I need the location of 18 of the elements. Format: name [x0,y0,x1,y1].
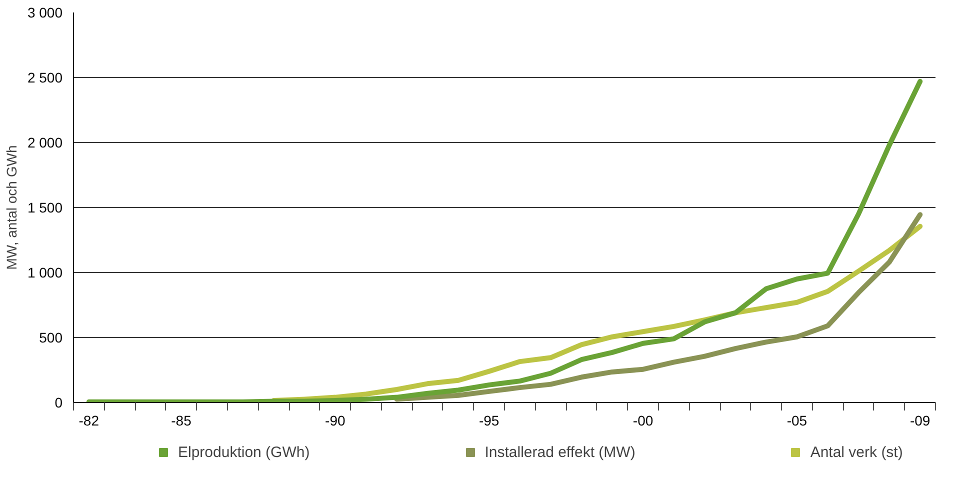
x-tick-label: -82 [78,412,100,428]
y-tick-label: 1 000 [27,264,63,280]
y-tick-label: 1 500 [27,200,63,216]
y-tick-label: 2 500 [27,70,63,86]
x-tick-label: -00 [632,412,654,428]
y-tick-label: 500 [39,330,63,346]
x-tick-label: -85 [171,412,192,428]
x-tick-label: -05 [786,412,808,428]
y-axis-title: MW, antal och GWh [3,145,20,270]
legend-label: Antal verk (st) [810,444,903,460]
y-tick-label: 2 000 [27,134,63,150]
legend-label: Elproduktion (GWh) [178,444,310,460]
x-tick-label: -09 [910,412,930,428]
y-tick-label: 3 000 [27,4,63,20]
legend-label: Installerad effekt (MW) [484,444,636,460]
y-tick-label: 0 [54,394,63,410]
x-tick-label: -95 [478,412,500,428]
x-tick-label: -90 [325,412,346,428]
